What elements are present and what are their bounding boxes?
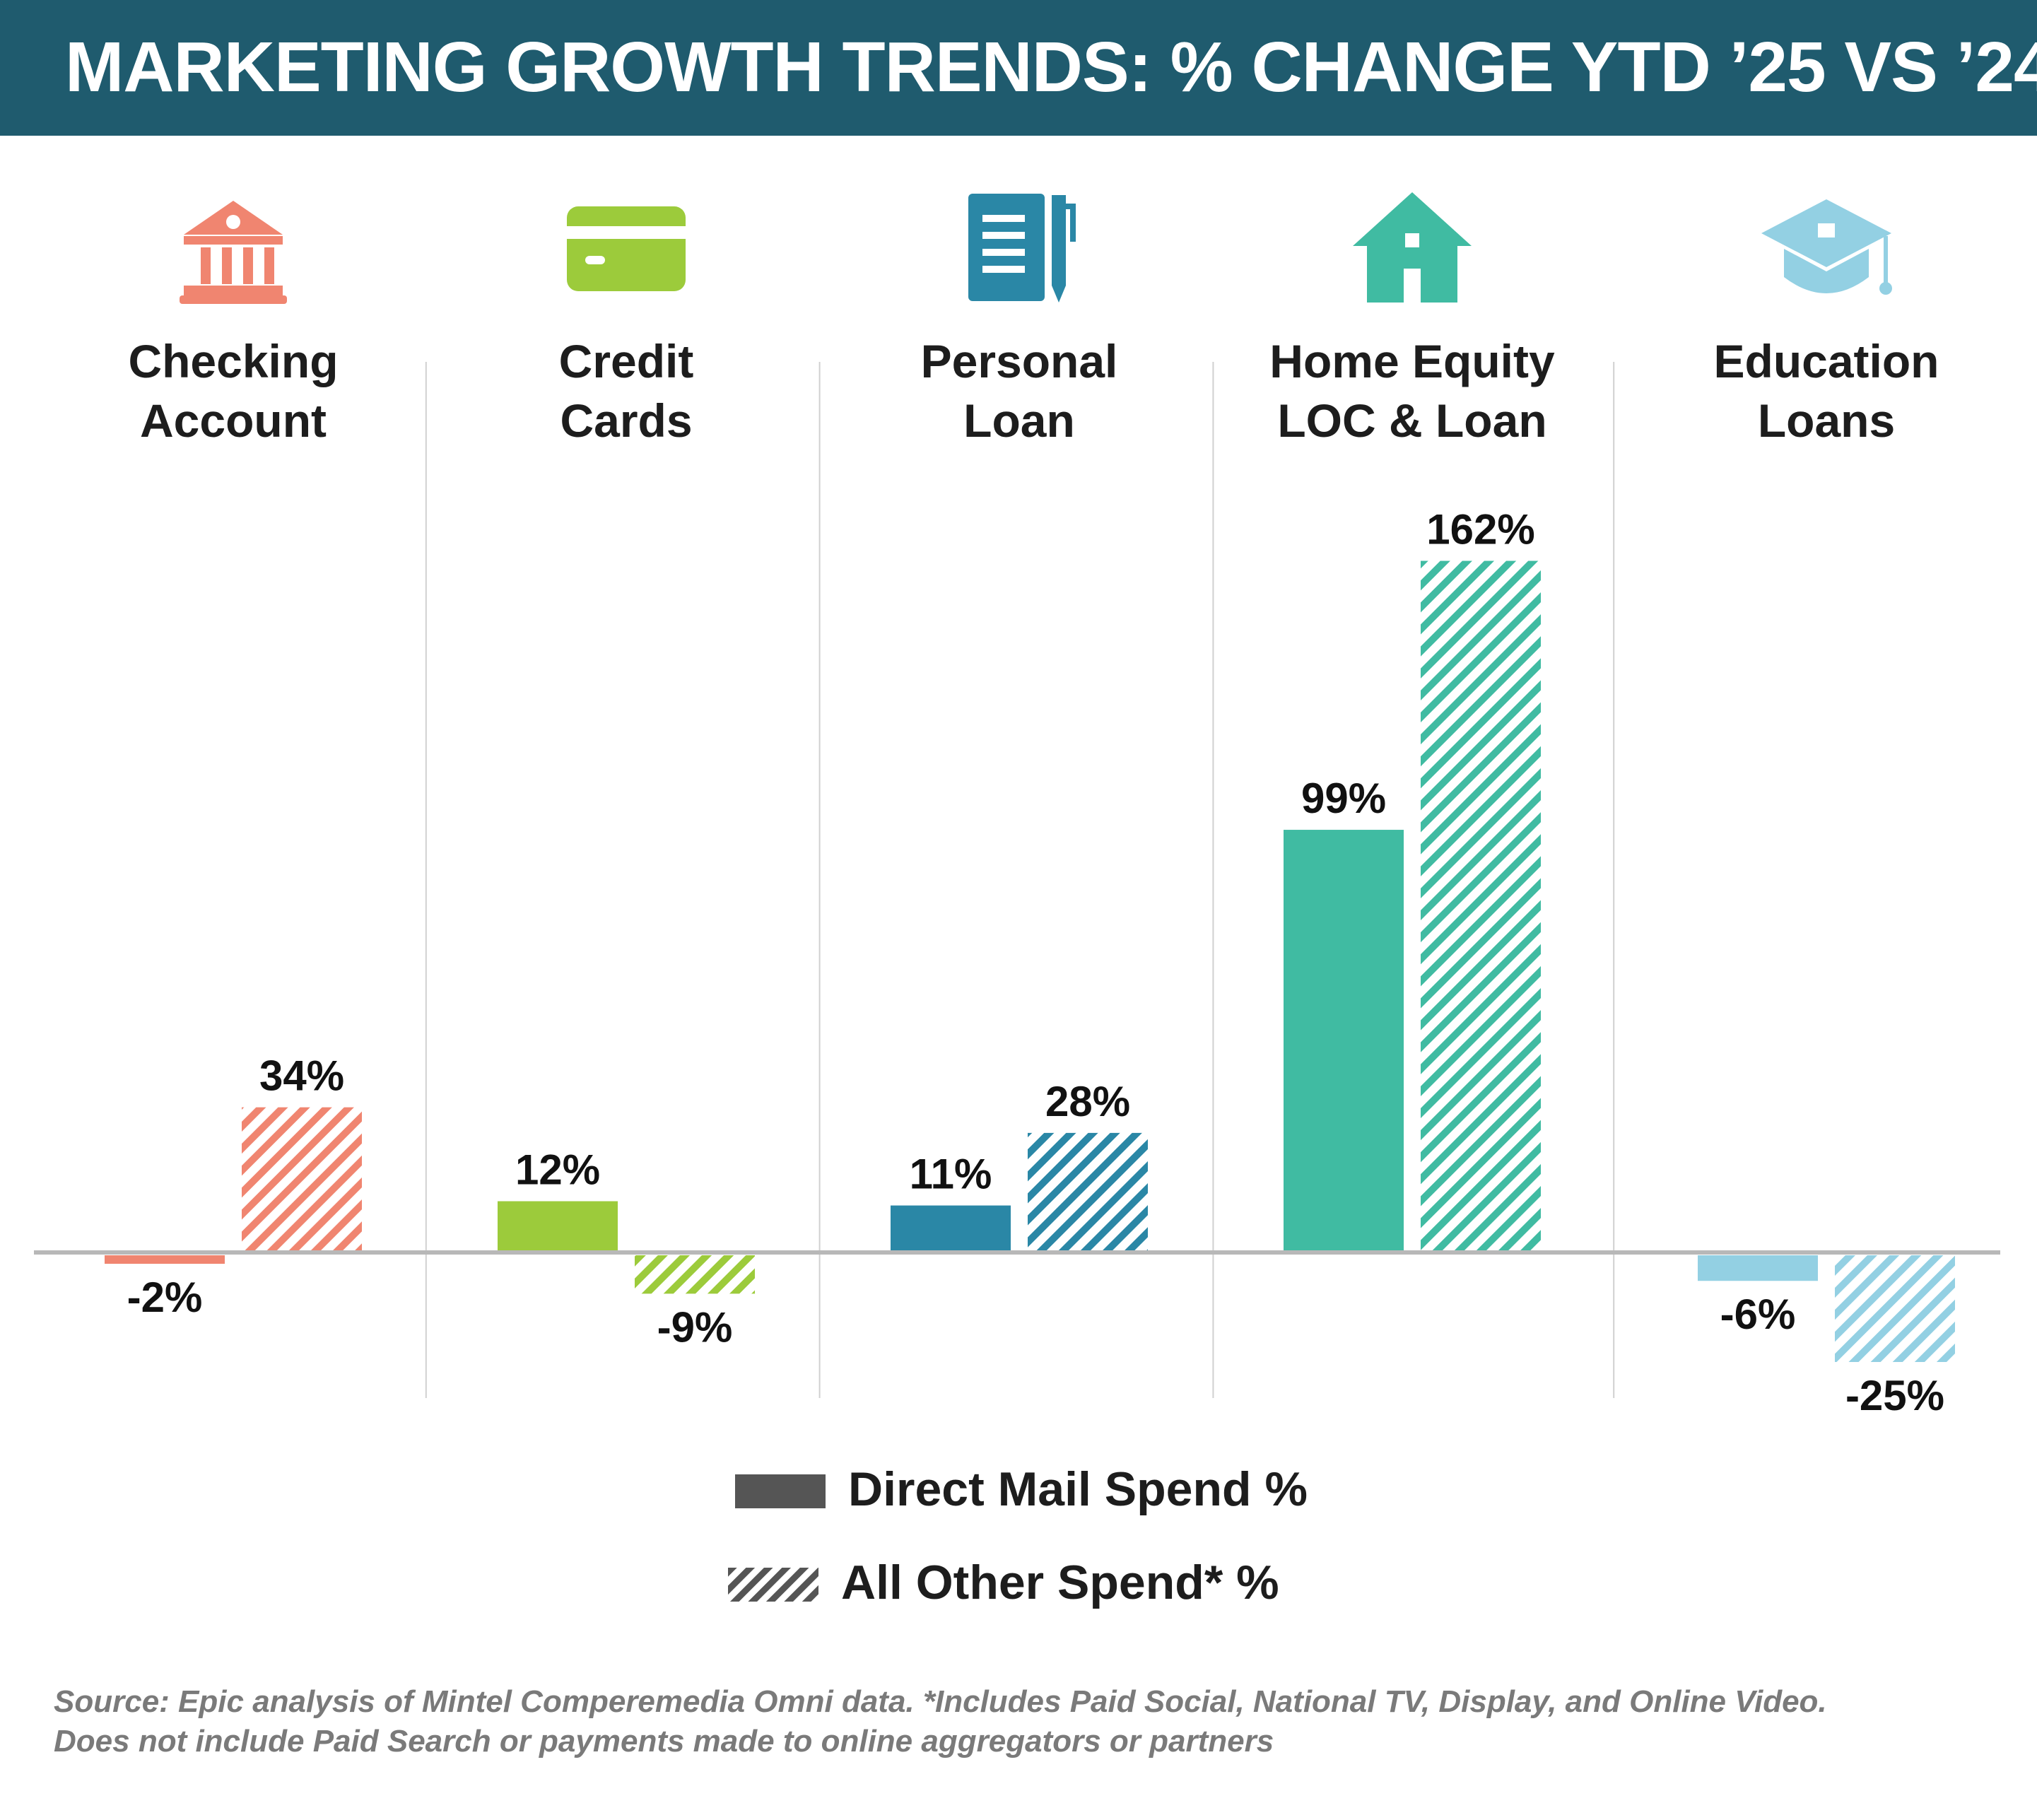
data-label: -25% <box>1845 1372 1944 1419</box>
source-note: Source: Epic analysis of Mintel Comperem… <box>54 1682 1990 1761</box>
bank-icon <box>180 201 287 304</box>
bar-direct-mail <box>498 1201 618 1252</box>
data-label: 162% <box>1426 506 1534 553</box>
legend-label-direct-mail: Direct Mail Spend % <box>848 1462 1308 1516</box>
data-label: 28% <box>1045 1078 1130 1125</box>
bar-all-other <box>1028 1132 1148 1252</box>
category-label-line: Account <box>140 394 327 447</box>
category-labels: Checking Account Credit Cards Personal Loan Ho… <box>128 335 1939 447</box>
loan-document-icon <box>968 194 1076 303</box>
data-label: 34% <box>259 1052 344 1100</box>
bars <box>105 560 1955 1362</box>
graduation-cap-icon <box>1761 199 1892 295</box>
title-bar: MARKETING GROWTH TRENDS: % CHANGE YTD ’2… <box>0 0 2037 136</box>
category-label-line: Home Equity <box>1269 335 1555 387</box>
category-label-line: LOC & Loan <box>1277 394 1546 447</box>
source-line-2: Does not include Paid Search or payments… <box>54 1724 1274 1759</box>
chart-area: Checking Account Credit Cards Personal Loan Ho… <box>34 192 2000 1419</box>
source-line-1: Source: Epic analysis of Mintel Comperem… <box>54 1684 1827 1719</box>
data-label: 11% <box>910 1151 992 1198</box>
bar-all-other <box>1835 1255 1955 1362</box>
house-icon <box>1353 192 1472 303</box>
bar-all-other <box>635 1255 755 1294</box>
bar-direct-mail <box>105 1255 225 1264</box>
column-dividers <box>425 362 1615 1398</box>
legend-swatch-solid <box>735 1474 826 1508</box>
data-labels: -2% 12% 11% 99% -6% 34% -9% 28% 162% -25% <box>127 506 1944 1419</box>
bar-direct-mail <box>891 1205 1011 1252</box>
category-label-line: Loan <box>963 394 1075 447</box>
legend-swatch-hatched <box>728 1568 818 1602</box>
category-label-line: Credit <box>559 335 694 387</box>
legend-label-all-other: All Other Spend* % <box>841 1556 1279 1609</box>
bar-direct-mail <box>1698 1255 1818 1281</box>
category-label-line: Loans <box>1758 394 1895 447</box>
data-label: -6% <box>1720 1291 1796 1338</box>
category-label-line: Cards <box>560 394 692 447</box>
data-label: -2% <box>127 1274 203 1321</box>
legend: Direct Mail Spend % All Other Spend* % <box>728 1456 1371 1626</box>
category-label-line: Checking <box>128 335 338 387</box>
category-label-line: Education <box>1713 335 1939 387</box>
bar-all-other <box>1421 560 1541 1252</box>
credit-card-icon <box>567 206 686 291</box>
bar-direct-mail <box>1284 830 1404 1252</box>
chart-title: MARKETING GROWTH TRENDS: % CHANGE YTD ’2… <box>65 28 2037 107</box>
category-label-line: Personal <box>921 335 1118 387</box>
data-label: 12% <box>515 1146 600 1194</box>
data-label: -9% <box>657 1303 733 1351</box>
bar-all-other <box>242 1107 362 1252</box>
data-label: 99% <box>1301 775 1386 822</box>
category-icons <box>180 192 1892 304</box>
